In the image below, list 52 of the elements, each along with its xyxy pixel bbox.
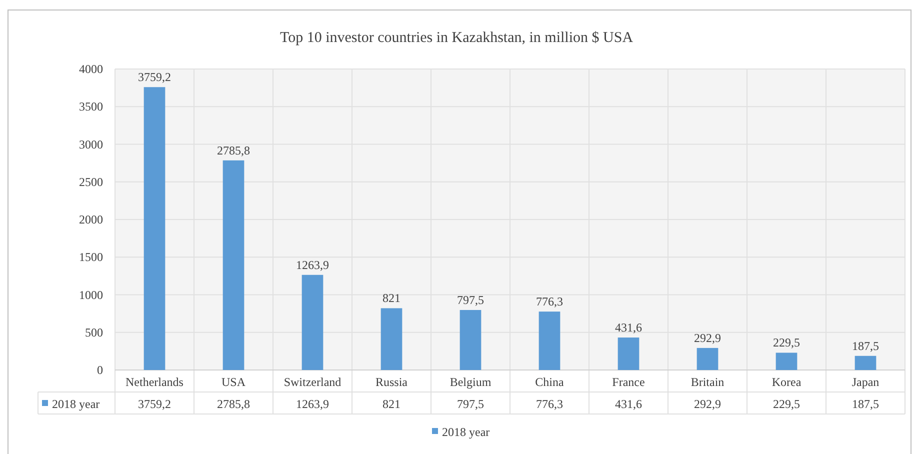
- bar: [618, 338, 640, 370]
- data-label: 1263,9: [296, 397, 329, 411]
- y-tick-label: 0: [97, 363, 103, 377]
- text: 229,5: [773, 336, 800, 350]
- data-label: 2785,8: [217, 397, 250, 411]
- data-label: 229,5: [773, 397, 800, 411]
- text: 292,9: [694, 330, 721, 345]
- text: 431,6: [615, 320, 642, 335]
- text: 2785,8: [217, 143, 250, 158]
- data-label: 431,6: [615, 397, 642, 411]
- legend-label: 2018 year: [52, 397, 100, 411]
- data-label: 821: [382, 397, 400, 411]
- y-tick-label: 2500: [79, 174, 103, 189]
- y-tick-label: 3500: [79, 100, 103, 114]
- text: 3759,2: [138, 70, 171, 84]
- x-tick-label: China: [535, 375, 564, 389]
- bar: [302, 274, 324, 370]
- x-tick-label: Russia: [375, 375, 408, 389]
- y-tick-label: 3000: [79, 137, 103, 152]
- bar: [380, 308, 402, 370]
- x-tick-label: Netherlands: [126, 375, 184, 389]
- chart-title: Top 10 investor countries in Kazakhstan, in million $ USA: [280, 30, 634, 46]
- x-tick-label: Belgium: [450, 375, 492, 389]
- y-tick-label: 1500: [79, 250, 103, 264]
- bar: [776, 352, 798, 370]
- x-tick-label: USA: [221, 375, 246, 389]
- bar: [460, 310, 482, 370]
- text: 2018 year: [442, 425, 490, 439]
- text: 776,3: [536, 294, 563, 309]
- data-label: 3759,2: [138, 397, 171, 411]
- y-tick-label: 500: [85, 325, 103, 340]
- data-label: 797,5: [457, 397, 484, 411]
- y-tick-label: 4000: [79, 62, 103, 76]
- bar: [222, 160, 244, 370]
- data-label: 187,5: [852, 397, 879, 411]
- x-tick-label: Korea: [772, 375, 802, 389]
- text: 1263,9: [296, 258, 329, 272]
- y-tick-label: 2000: [79, 212, 103, 226]
- x-tick-label: Japan: [852, 375, 880, 389]
- x-tick-label: Switzerland: [284, 375, 342, 389]
- text: 797,5: [457, 292, 484, 307]
- y-tick-label: 1000: [79, 288, 103, 302]
- data-label: 292,9: [694, 397, 721, 411]
- x-tick-label: France: [612, 375, 645, 389]
- text: 187,5: [852, 338, 879, 353]
- bar: [144, 87, 166, 370]
- data-label: 776,3: [536, 397, 563, 411]
- x-tick-label: Britain: [690, 375, 724, 389]
- text: 821: [382, 291, 400, 306]
- bar: [696, 348, 718, 370]
- bar: [538, 312, 560, 370]
- bar: [854, 356, 876, 370]
